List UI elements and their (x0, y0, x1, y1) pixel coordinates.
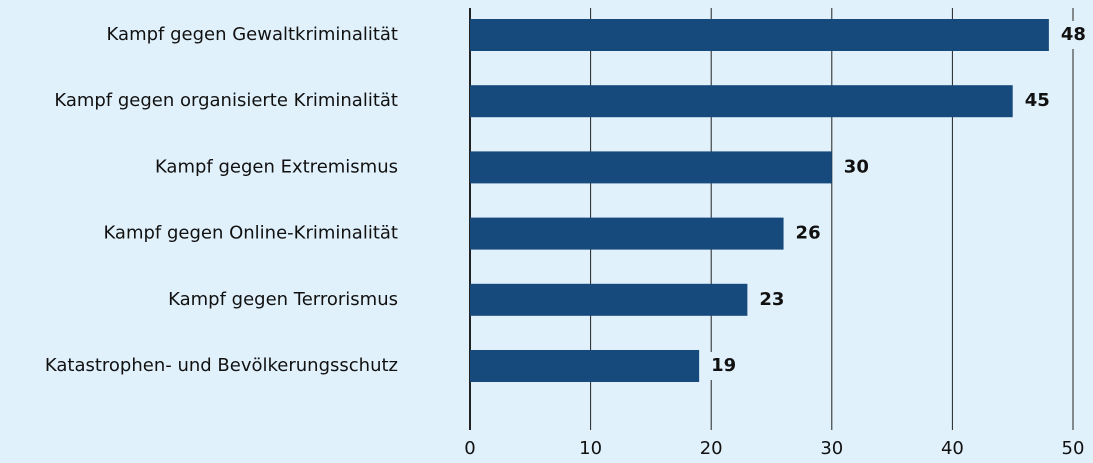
value-label-bg (703, 352, 744, 380)
x-tick-label: 40 (941, 438, 964, 459)
x-tick-label: 10 (579, 438, 602, 459)
category-label: Kampf gegen Terrorismus (168, 289, 398, 310)
x-tick-label: 0 (464, 438, 475, 459)
value-label: 48 (1061, 24, 1086, 45)
category-label: Kampf gegen Extremismus (155, 156, 398, 177)
bar (470, 217, 784, 250)
category-label: Kampf gegen Online-Kriminalität (103, 223, 398, 244)
bar (470, 151, 832, 184)
bar (470, 350, 700, 382)
value-label: 26 (796, 223, 821, 244)
value-label: 19 (711, 355, 736, 376)
category-label: Katastrophen- und Bevölkerungsschutz (45, 355, 398, 376)
value-label-bg (835, 153, 876, 182)
category-label: Kampf gegen organisierte Kriminalität (54, 90, 398, 111)
x-tick-label: 50 (1062, 438, 1085, 459)
value-label-bg (1016, 87, 1057, 116)
x-tick-label: 20 (700, 438, 723, 459)
bar (470, 19, 1049, 51)
value-label: 23 (759, 289, 784, 310)
value-label: 30 (844, 156, 869, 177)
bar (470, 85, 1013, 118)
value-label: 45 (1025, 90, 1050, 111)
value-label-bg (751, 285, 792, 314)
value-label-bg (787, 219, 828, 248)
bar (470, 283, 748, 316)
value-label-bg (1052, 21, 1093, 49)
x-tick-label: 30 (820, 438, 843, 459)
category-label: Kampf gegen Gewaltkriminalität (107, 24, 398, 45)
